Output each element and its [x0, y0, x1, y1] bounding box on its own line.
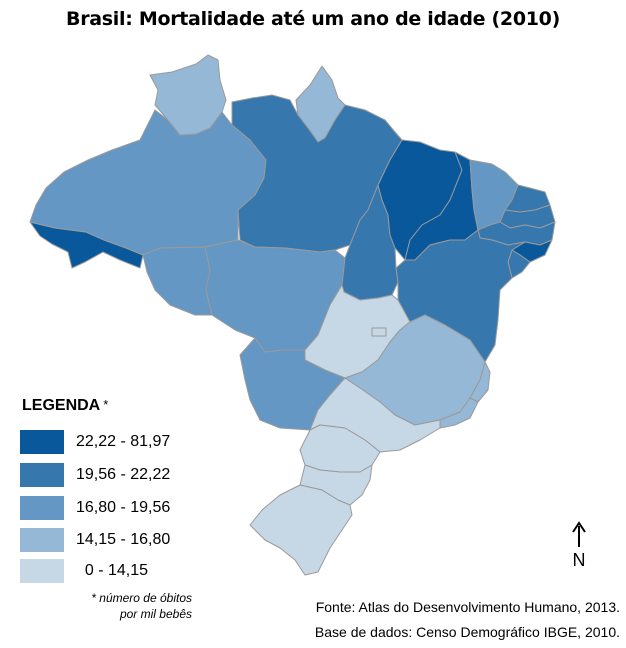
legend-swatch: [20, 463, 64, 487]
north-label: N: [572, 550, 586, 570]
legend-asterisk: *: [103, 397, 109, 412]
north-arrow-icon: [572, 521, 586, 547]
legend-range: 19,56 - 22,22: [76, 466, 171, 483]
legend-swatch: [20, 559, 64, 583]
map-title: Brasil: Mortalidade até um ano de idade …: [66, 8, 560, 30]
state-rio-de-janeiro: [439, 397, 479, 429]
legend-swatch: [20, 496, 64, 520]
legend-range: 0 - 14,15: [76, 562, 149, 579]
state-rio-grande-do-sul: [249, 484, 353, 576]
legend-range: 22,22 - 81,97: [76, 433, 171, 450]
legend-note-line2: por mil bebês: [119, 607, 192, 621]
legend-note-line1: * número de óbitos: [91, 591, 192, 605]
legend-title: LEGENDA *: [22, 397, 108, 415]
state-sao-paulo: [309, 377, 441, 453]
legend-range: 16,80 - 19,56: [76, 499, 171, 516]
legend-range: 14,15 - 16,80: [76, 531, 171, 548]
legend-item: 14,15 - 16,80: [20, 528, 220, 552]
legend-item: 0 - 14,15: [20, 559, 220, 583]
legend-title-text: LEGENDA: [22, 397, 101, 414]
legend-item: 19,56 - 22,22: [20, 463, 220, 487]
state-roraima: [149, 54, 227, 136]
source-line1: Fonte: Atlas do Desenvolvimento Humano, …: [315, 599, 620, 615]
legend-item: 16,80 - 19,56: [20, 496, 220, 520]
state-rondonia: [142, 246, 213, 316]
state-distrito-federal: [371, 327, 387, 337]
legend-swatch: [20, 430, 64, 454]
north-indicator: N: [564, 520, 594, 571]
legend-swatch: [20, 528, 64, 552]
legend-item: 22,22 - 81,97: [20, 430, 220, 454]
source-line2: Base de dados: Censo Demográfico IBGE, 2…: [314, 624, 620, 640]
